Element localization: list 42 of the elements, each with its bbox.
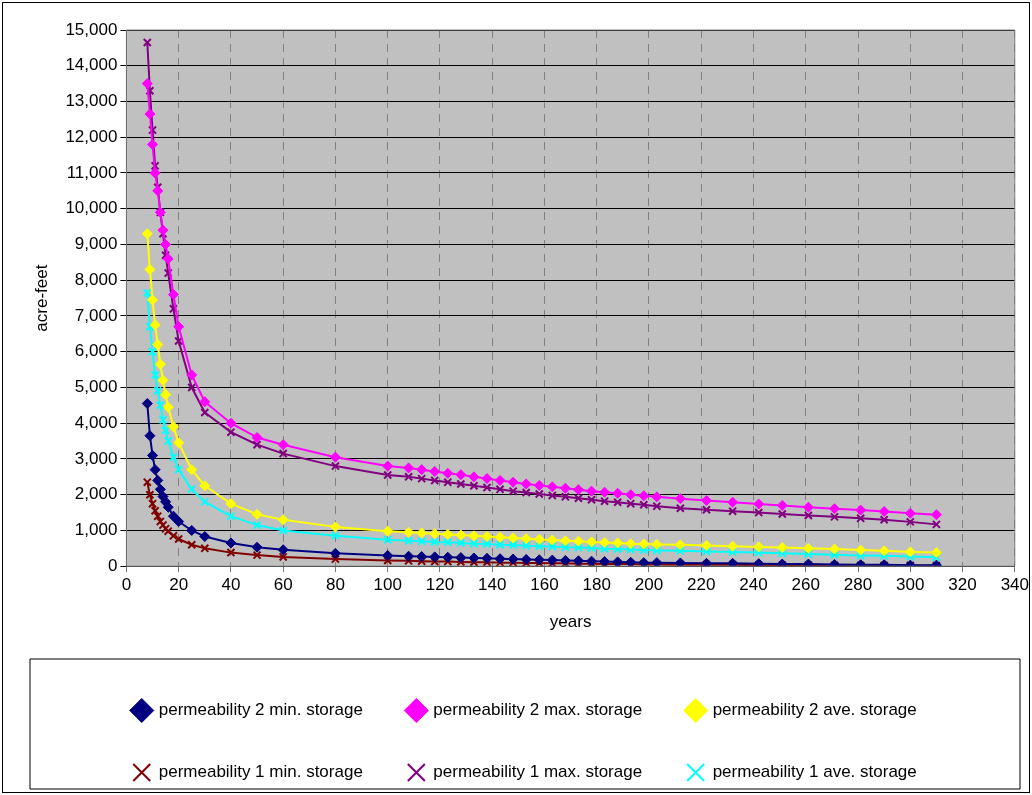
legend-label: permeability 2 ave. storage	[712, 700, 917, 720]
y-tick-label: 2,000	[74, 484, 118, 504]
x-tick-label: 100	[373, 575, 402, 595]
y-tick-label: 1,000	[74, 520, 118, 540]
y-tick-label: 13,000	[65, 91, 118, 111]
y-tick-label: 15,000	[65, 19, 118, 39]
y-tick-label: 14,000	[65, 55, 118, 75]
x-tick-label: 300	[896, 575, 925, 595]
x-axis-title: years	[549, 612, 592, 632]
y-tick-label: 0	[107, 555, 118, 575]
legend-label: permeability 1 min. storage	[158, 762, 363, 782]
legend-label: permeability 2 min. storage	[158, 700, 363, 720]
y-tick-label: 9,000	[74, 234, 118, 254]
x-tick-label: 80	[325, 575, 345, 595]
x-tick-label: 280	[843, 575, 873, 595]
legend-label: permeability 1 max. storage	[433, 762, 643, 782]
y-axis-title: acre-feet	[31, 264, 51, 332]
y-tick-label: 10,000	[65, 198, 118, 218]
x-tick-label: 60	[273, 575, 293, 595]
x-tick-label: 340	[1000, 575, 1030, 595]
x-tick-label: 320	[948, 575, 977, 595]
x-tick-label: 260	[791, 575, 820, 595]
y-tick-label: 3,000	[74, 448, 118, 468]
x-tick-label: 0	[121, 575, 132, 595]
y-tick-label: 11,000	[66, 162, 118, 182]
x-tick-label: 240	[739, 575, 768, 595]
y-tick-label: 8,000	[74, 269, 118, 289]
x-tick-label: 120	[425, 575, 455, 595]
x-tick-label: 220	[687, 575, 716, 595]
y-tick-label: 5,000	[74, 377, 118, 397]
x-tick-label: 40	[221, 575, 241, 595]
x-tick-label: 180	[582, 575, 611, 595]
x-tick-label: 20	[169, 575, 189, 595]
y-tick-label: 4,000	[74, 412, 118, 432]
y-tick-label: 6,000	[74, 341, 118, 361]
x-tick-label: 200	[634, 575, 664, 595]
y-tick-label: 7,000	[74, 305, 118, 325]
legend-label: permeability 1 ave. storage	[712, 762, 917, 782]
y-tick-label: 12,000	[65, 126, 118, 146]
x-tick-label: 140	[478, 575, 507, 595]
x-tick-label: 160	[530, 575, 559, 595]
legend-label: permeability 2 max. storage	[433, 700, 643, 720]
